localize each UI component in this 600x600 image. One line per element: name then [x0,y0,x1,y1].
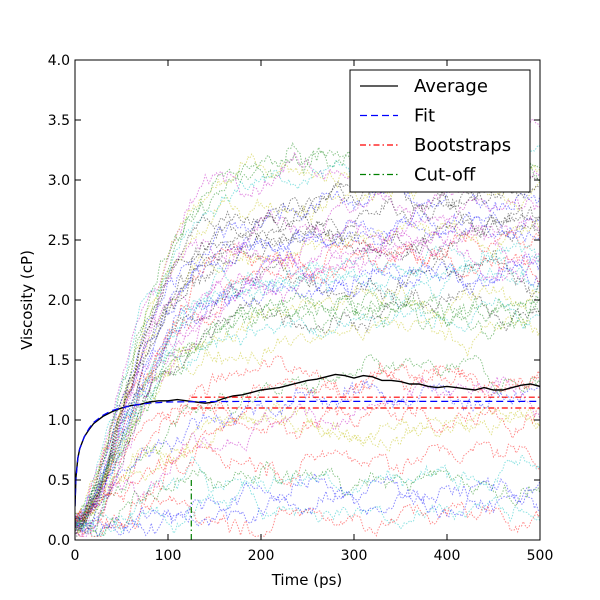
bootstrap-trace [75,459,540,537]
y-tick-label: 1.0 [48,413,70,429]
x-axis-label: Time (ps) [271,571,343,589]
bootstrap-trace [75,209,540,529]
y-tick-label: 0.5 [48,473,70,489]
bootstrap-trace [75,282,540,530]
x-axis: 0 100 200 300 400 500 [71,60,554,564]
bootstrap-trace [75,481,540,538]
y-axis: 0.0 0.5 1.0 1.5 2.0 2.5 3.0 3.5 4.0 [48,53,540,549]
x-tick-label: 100 [155,548,182,564]
x-tick-label: 200 [248,548,275,564]
y-tick-label: 3.0 [48,173,70,189]
bootstrap-trace [75,295,540,530]
bootstrap-trace [75,247,540,521]
x-tick-label: 0 [71,548,80,564]
bootstrap-trace [75,283,540,521]
bootstrap-trace [75,140,540,521]
bootstrap-trace [75,472,540,537]
bootstrap-trace [75,191,540,525]
bootstrap-trace [75,353,540,534]
bootstrap-traces [75,114,540,538]
y-tick-label: 3.5 [48,113,70,129]
bootstrap-trace [75,229,540,524]
bootstrap-trace [75,254,540,531]
bootstrap-trace [75,379,540,522]
bootstrap-trace [75,215,540,521]
bootstrap-trace [75,454,540,534]
legend-label-average: Average [414,76,488,97]
bootstrap-trace [75,376,540,529]
bootstrap-trace [75,239,540,537]
bootstrap-trace [75,204,540,528]
bootstrap-trace [75,297,540,531]
y-tick-label: 1.5 [48,353,70,369]
main-series-group [75,373,540,540]
bootstrap-trace [75,363,540,528]
bootstrap-trace [75,355,540,530]
legend-box [349,69,531,193]
legend-label-fit: Fit [414,106,435,127]
x-tick-label: 300 [341,548,368,564]
x-tick-label: 400 [434,548,461,564]
bootstrap-trace [75,223,540,525]
bootstrap-trace [75,298,540,527]
bootstrap-trace [75,406,540,526]
y-tick-label: 2.0 [48,293,70,309]
bootstrap-trace [75,195,540,524]
bootstrap-trace [75,173,540,523]
bootstrap-trace [75,215,540,537]
bootstrap-trace [75,239,540,522]
bootstrap-trace [75,289,540,530]
y-tick-label: 4.0 [48,53,70,69]
bootstrap-trace [75,402,540,524]
bootstrap-trace [75,161,540,536]
bootstrap-trace [75,145,540,515]
y-tick-label: 0.0 [48,533,70,549]
bootstrap-trace [75,169,540,528]
bootstrap-trace [75,440,540,535]
series-average-line [75,373,540,507]
legend: Average Fit Bootstraps Cut-off [349,69,531,193]
y-axis-label: Viscosity (cP) [18,250,36,350]
series-fit-line [75,400,540,507]
bootstrap-trace [75,493,540,538]
x-tick-label: 500 [527,548,554,564]
bootstrap-trace [75,399,540,530]
bootstrap-trace [75,246,540,522]
bootstrap-trace [75,316,540,535]
legend-label-bootstraps: Bootstraps [414,135,511,156]
bootstrap-trace [75,219,540,524]
y-tick-label: 2.5 [48,233,70,249]
legend-label-cut-off: Cut-off [414,165,476,186]
